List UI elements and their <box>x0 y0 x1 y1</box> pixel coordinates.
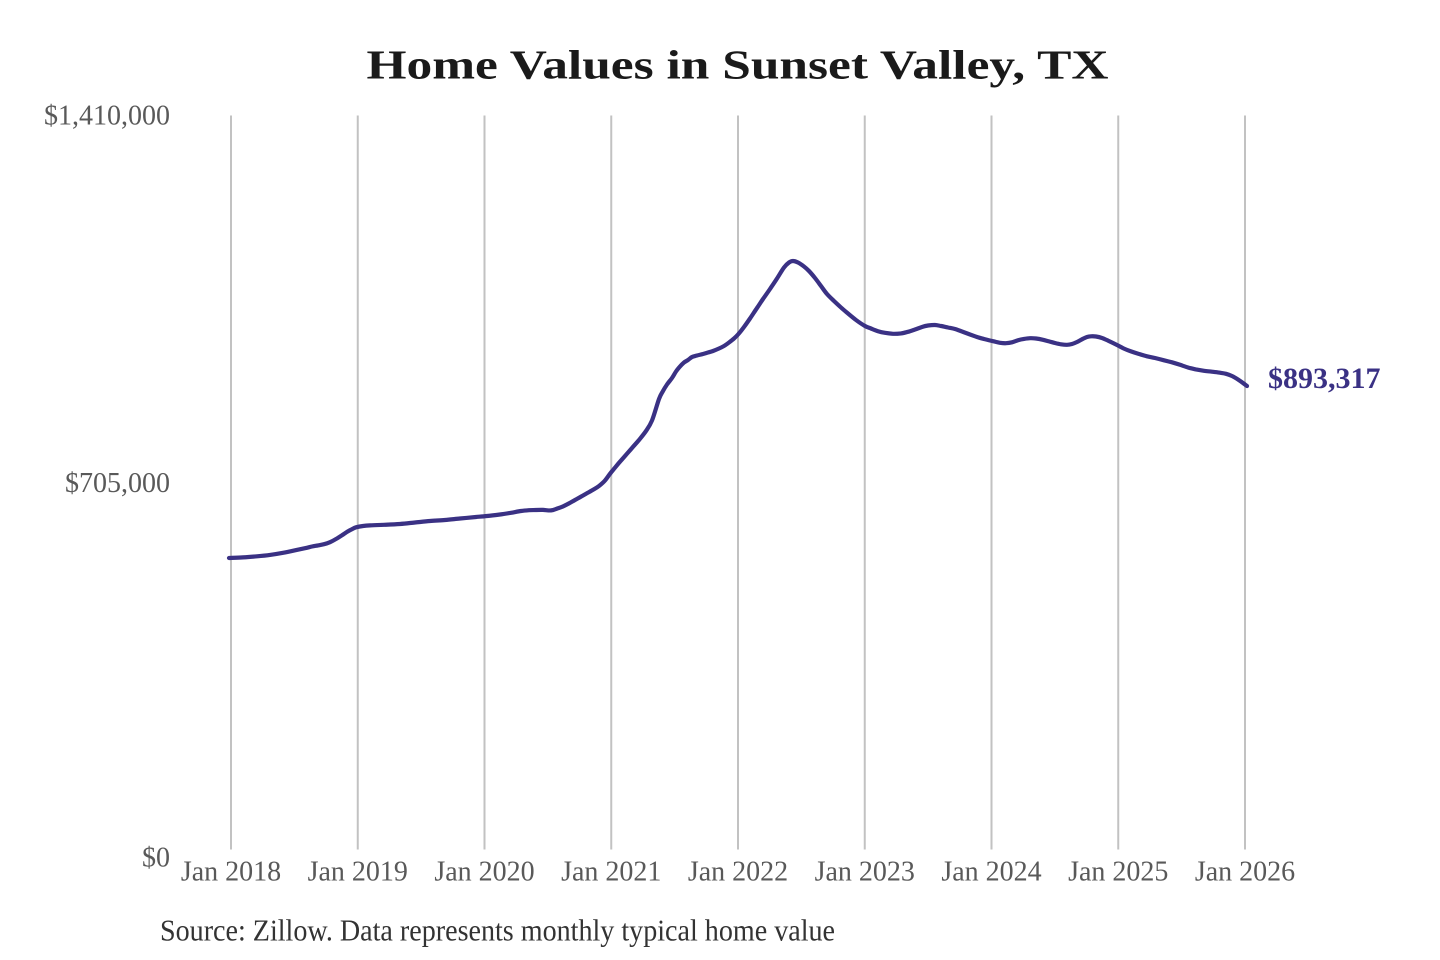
svg-text:Jan 2025: Jan 2025 <box>1068 857 1168 888</box>
svg-text:Jan 2023: Jan 2023 <box>815 857 915 888</box>
svg-text:$0: $0 <box>142 842 170 873</box>
svg-text:Jan 2024: Jan 2024 <box>941 857 1041 888</box>
svg-text:$705,000: $705,000 <box>65 468 170 499</box>
svg-text:Jan 2021: Jan 2021 <box>561 857 661 888</box>
svg-text:$1,410,000: $1,410,000 <box>44 100 170 131</box>
svg-text:Source: Zillow. Data represent: Source: Zillow. Data represents monthly … <box>160 913 835 948</box>
svg-text:Jan 2019: Jan 2019 <box>308 857 408 888</box>
svg-text:Jan 2026: Jan 2026 <box>1195 857 1295 888</box>
svg-text:Home Values in Sunset Valley,: Home Values in Sunset Valley, TX <box>367 42 1109 88</box>
svg-text:Jan 2020: Jan 2020 <box>434 857 534 888</box>
svg-text:Jan 2018: Jan 2018 <box>181 857 281 888</box>
svg-text:Jan 2022: Jan 2022 <box>688 857 788 888</box>
svg-text:$893,317: $893,317 <box>1268 362 1381 395</box>
